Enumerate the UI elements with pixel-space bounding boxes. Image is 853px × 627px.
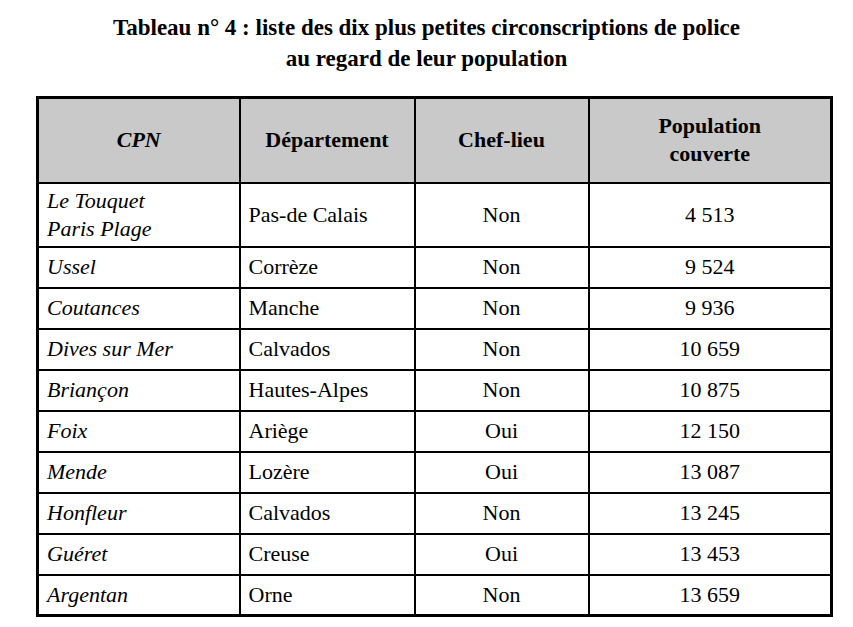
- table-body: Le Touquet Paris Plage Pas-de Calais Non…: [38, 183, 832, 616]
- cell-departement: Lozère: [240, 452, 415, 493]
- table-title-line-2: au regard de leur population: [0, 43, 853, 74]
- cell-population: 9 524: [589, 247, 832, 288]
- table-row: Guéret Creuse Oui 13 453: [38, 534, 832, 575]
- cell-population: 13 245: [589, 493, 832, 534]
- cell-chef-lieu: Non: [415, 183, 589, 247]
- table-row: Briançon Hautes-Alpes Non 10 875: [38, 370, 832, 411]
- cell-chef-lieu: Non: [415, 575, 589, 616]
- cell-cpn: Mende: [38, 452, 240, 493]
- cell-departement: Hautes-Alpes: [240, 370, 415, 411]
- cell-chef-lieu: Non: [415, 493, 589, 534]
- cell-cpn: Guéret: [38, 534, 240, 575]
- cell-cpn: Coutances: [38, 288, 240, 329]
- cell-population: 4 513: [589, 183, 832, 247]
- cell-departement: Calvados: [240, 329, 415, 370]
- cell-cpn: Honfleur: [38, 493, 240, 534]
- cell-population: 13 087: [589, 452, 832, 493]
- cell-cpn: Argentan: [38, 575, 240, 616]
- cell-chef-lieu: Oui: [415, 411, 589, 452]
- table-row: Honfleur Calvados Non 13 245: [38, 493, 832, 534]
- cell-chef-lieu: Non: [415, 288, 589, 329]
- cell-departement: Corrèze: [240, 247, 415, 288]
- cell-departement: Ariège: [240, 411, 415, 452]
- table-row: Ussel Corrèze Non 9 524: [38, 247, 832, 288]
- cell-departement: Pas-de Calais: [240, 183, 415, 247]
- table-row: Foix Ariège Oui 12 150: [38, 411, 832, 452]
- table-header-row: CPN Département Chef-lieu Population cou…: [38, 98, 832, 183]
- cell-population: 12 150: [589, 411, 832, 452]
- column-header-cpn: CPN: [38, 98, 240, 183]
- table-row: Le Touquet Paris Plage Pas-de Calais Non…: [38, 183, 832, 247]
- cell-population: 9 936: [589, 288, 832, 329]
- cell-departement: Orne: [240, 575, 415, 616]
- cell-chef-lieu: Non: [415, 370, 589, 411]
- police-districts-table: CPN Département Chef-lieu Population cou…: [36, 96, 833, 617]
- table-header: CPN Département Chef-lieu Population cou…: [38, 98, 832, 183]
- cell-departement: Manche: [240, 288, 415, 329]
- cell-cpn: Briançon: [38, 370, 240, 411]
- document-page: Tableau n° 4 : liste des dix plus petite…: [0, 0, 853, 627]
- cell-chef-lieu: Non: [415, 247, 589, 288]
- cell-cpn: Dives sur Mer: [38, 329, 240, 370]
- cell-cpn: Ussel: [38, 247, 240, 288]
- cell-departement: Creuse: [240, 534, 415, 575]
- cell-chef-lieu: Oui: [415, 452, 589, 493]
- table-row: Argentan Orne Non 13 659: [38, 575, 832, 616]
- table-row: Mende Lozère Oui 13 087: [38, 452, 832, 493]
- cell-chef-lieu: Non: [415, 329, 589, 370]
- table-row: Dives sur Mer Calvados Non 10 659: [38, 329, 832, 370]
- cell-population: 10 659: [589, 329, 832, 370]
- cell-cpn: Le Touquet Paris Plage: [38, 183, 240, 247]
- cell-population: 13 453: [589, 534, 832, 575]
- table-row: Coutances Manche Non 9 936: [38, 288, 832, 329]
- table-title: Tableau n° 4 : liste des dix plus petite…: [0, 0, 853, 74]
- table-title-line-1: Tableau n° 4 : liste des dix plus petite…: [0, 12, 853, 43]
- column-header-departement: Département: [240, 98, 415, 183]
- cell-population: 10 875: [589, 370, 832, 411]
- cell-departement: Calvados: [240, 493, 415, 534]
- cell-cpn: Foix: [38, 411, 240, 452]
- column-header-chef-lieu: Chef-lieu: [415, 98, 589, 183]
- cell-chef-lieu: Oui: [415, 534, 589, 575]
- column-header-population: Population couverte: [589, 98, 832, 183]
- cell-population: 13 659: [589, 575, 832, 616]
